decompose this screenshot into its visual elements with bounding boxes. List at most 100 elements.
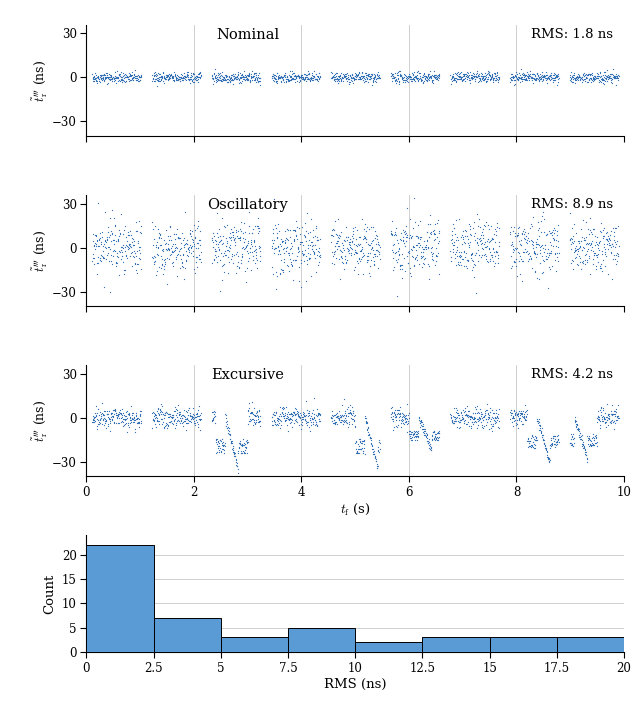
Point <box>193 74 204 85</box>
Point <box>392 234 403 245</box>
Point <box>293 411 303 422</box>
Point <box>249 68 259 80</box>
Point <box>332 67 342 78</box>
Point <box>388 70 398 82</box>
Point <box>330 216 340 227</box>
Point <box>372 73 382 84</box>
Point <box>116 73 127 85</box>
Point <box>399 68 410 80</box>
Point <box>528 72 538 83</box>
Point <box>122 70 132 82</box>
Point <box>374 248 384 259</box>
Point <box>508 71 518 82</box>
Point <box>254 416 264 427</box>
Point <box>477 227 487 238</box>
Point <box>179 410 189 422</box>
Point <box>447 71 457 82</box>
Point <box>125 69 136 80</box>
Point <box>152 249 163 260</box>
Point <box>571 420 581 431</box>
Point <box>532 73 542 84</box>
Point <box>404 71 415 82</box>
Point <box>534 75 545 86</box>
Point <box>425 70 435 82</box>
Point <box>326 71 337 82</box>
Point <box>332 75 342 87</box>
Point <box>149 250 159 262</box>
Point <box>604 237 614 248</box>
Point <box>221 70 232 81</box>
Point <box>607 408 618 419</box>
Point <box>312 421 322 432</box>
Point <box>307 412 317 424</box>
Point <box>358 247 368 258</box>
Point <box>105 413 115 424</box>
Point <box>600 75 611 86</box>
Point <box>175 409 186 420</box>
Point <box>435 228 445 239</box>
Point <box>151 239 161 250</box>
Point <box>534 231 544 242</box>
Point <box>273 415 283 427</box>
Point <box>462 69 472 80</box>
Point <box>133 73 143 85</box>
Point <box>307 407 317 419</box>
Point <box>408 70 418 81</box>
Point <box>163 70 173 82</box>
Point <box>163 408 173 419</box>
Point <box>242 240 252 251</box>
Point <box>301 75 311 87</box>
Point <box>270 242 280 253</box>
Point <box>591 261 601 272</box>
Point <box>484 223 494 235</box>
Point <box>535 71 545 82</box>
Point <box>368 443 378 455</box>
Point <box>520 231 531 242</box>
Point <box>273 240 284 251</box>
Point <box>189 76 200 87</box>
Point <box>481 417 492 428</box>
Point <box>532 238 542 250</box>
Point <box>165 221 175 232</box>
Point <box>567 237 577 248</box>
Point <box>608 253 618 264</box>
Point <box>152 415 162 426</box>
Point <box>133 235 143 247</box>
Point <box>572 259 582 270</box>
Point <box>417 71 428 82</box>
Point <box>115 75 125 87</box>
Point <box>170 245 180 256</box>
Point <box>485 70 495 81</box>
Point <box>291 230 301 241</box>
Point <box>220 73 230 84</box>
Point <box>331 417 341 428</box>
Point <box>277 410 287 421</box>
Point <box>102 249 113 260</box>
Point <box>355 433 365 444</box>
Point <box>214 72 224 83</box>
Point <box>474 75 484 86</box>
Point <box>267 412 277 423</box>
Point <box>177 261 187 272</box>
Point <box>361 417 371 428</box>
Point <box>607 239 617 250</box>
Point <box>255 415 266 427</box>
Point <box>487 72 497 83</box>
Point <box>246 406 257 417</box>
Point <box>241 70 251 82</box>
Point <box>449 415 459 427</box>
Point <box>595 406 605 417</box>
Point <box>352 448 362 459</box>
Point <box>588 71 598 82</box>
Point <box>456 407 467 419</box>
Point <box>421 70 431 82</box>
Point <box>221 76 232 87</box>
Point <box>209 73 220 84</box>
Point <box>187 75 197 87</box>
Point <box>159 412 169 424</box>
Point <box>193 243 203 254</box>
Point <box>172 270 182 281</box>
Point <box>296 281 306 293</box>
Point <box>450 248 460 259</box>
Point <box>100 206 110 217</box>
